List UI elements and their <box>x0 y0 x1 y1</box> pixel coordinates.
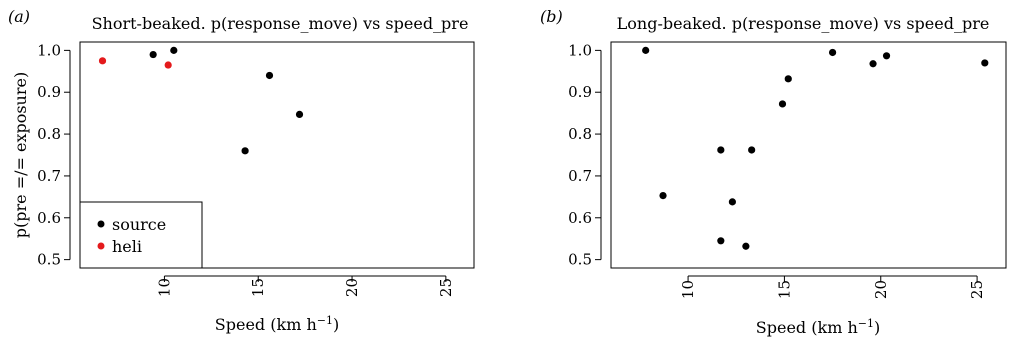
data-point-source <box>149 50 157 59</box>
data-point <box>828 48 837 57</box>
data-point <box>742 242 750 250</box>
panel-a-x-axis-label-end: ) <box>333 315 339 334</box>
x-tick-label: 25 <box>968 280 986 299</box>
x-tick-label: 20 <box>343 278 361 297</box>
y-tick-label: 0.7 <box>37 167 61 185</box>
x-tick-label: 15 <box>249 278 267 297</box>
legend-label-source: source <box>112 215 166 234</box>
x-tick-label: 20 <box>872 280 890 299</box>
data-point <box>748 146 756 154</box>
data-point-source <box>295 110 304 119</box>
panel-b-x-axis-label: Speed (km h−1) <box>756 317 880 337</box>
panel-a-y-axis: 0.5 0.6 0.7 0.8 0.9 1.0 <box>37 41 71 269</box>
data-point <box>642 46 650 54</box>
panel-b-label: (b) <box>540 7 563 26</box>
data-point <box>784 75 792 83</box>
panel-a-legend: source heli <box>79 201 203 269</box>
data-point-heli <box>98 57 107 65</box>
panel-b-x-axis-label-sup: −1 <box>858 317 874 330</box>
legend-marker-heli <box>97 242 105 250</box>
panel-b-x-axis: 10 15 20 25 <box>679 275 986 299</box>
data-point <box>717 146 725 154</box>
x-tick-label: 10 <box>679 280 697 299</box>
x-tick-label: 25 <box>437 278 455 297</box>
panel-a-plot-frame <box>79 41 475 269</box>
data-point <box>728 198 736 206</box>
panel-b-plot-frame <box>610 41 1007 269</box>
panel-b-x-axis-label-main: Speed (km h <box>756 318 858 337</box>
panel-b-y-axis: 0.5 0.6 0.7 0.8 0.9 1.0 <box>568 41 602 269</box>
panel-a-points <box>98 46 304 155</box>
y-tick-label: 1.0 <box>37 41 61 59</box>
data-point-source <box>265 71 274 80</box>
y-tick-label: 0.8 <box>568 125 592 143</box>
y-tick-label: 0.9 <box>568 83 592 101</box>
panel-a-x-axis-label-main: Speed (km h <box>215 315 317 334</box>
panel-b-points <box>642 46 989 250</box>
legend-marker-source <box>97 220 105 228</box>
panel-b-x-axis-label-end: ) <box>874 318 880 337</box>
panel-a: (a) Short-beaked. p(response_move) vs sp… <box>8 7 475 334</box>
y-tick-label: 0.6 <box>37 209 61 227</box>
panel-a-title: Short-beaked. p(response_move) vs speed_… <box>92 14 469 33</box>
panel-a-x-axis: 10 15 20 25 <box>155 275 455 297</box>
y-tick-label: 0.7 <box>568 167 592 185</box>
y-tick-label: 0.6 <box>568 209 592 227</box>
y-tick-label: 0.5 <box>568 251 592 269</box>
y-tick-label: 1.0 <box>568 41 592 59</box>
data-point <box>869 60 877 68</box>
data-point-source <box>241 147 249 155</box>
panel-a-y-axis-label: p(pre =/= exposure) <box>11 72 30 238</box>
data-point-heli <box>164 61 172 69</box>
y-tick-label: 0.8 <box>37 125 61 143</box>
legend-label-heli: heli <box>112 237 142 256</box>
y-tick-label: 0.9 <box>37 83 61 101</box>
data-point <box>778 100 787 108</box>
y-tick-label: 0.5 <box>37 251 61 269</box>
data-point <box>717 237 725 245</box>
x-tick-label: 10 <box>155 278 173 297</box>
x-tick-label: 15 <box>775 280 793 299</box>
legend-box <box>79 201 203 269</box>
data-point <box>882 52 891 60</box>
panel-b: (b) Long-beaked. p(response_move) vs spe… <box>540 7 1007 337</box>
panel-b-title: Long-beaked. p(response_move) vs speed_p… <box>617 14 990 33</box>
panel-a-label: (a) <box>8 7 30 26</box>
data-point <box>659 191 667 200</box>
panel-a-x-axis-label-sup: −1 <box>317 314 333 327</box>
data-point-source <box>170 46 178 54</box>
panel-a-x-axis-label: Speed (km h−1) <box>215 314 339 334</box>
data-point <box>981 59 989 67</box>
